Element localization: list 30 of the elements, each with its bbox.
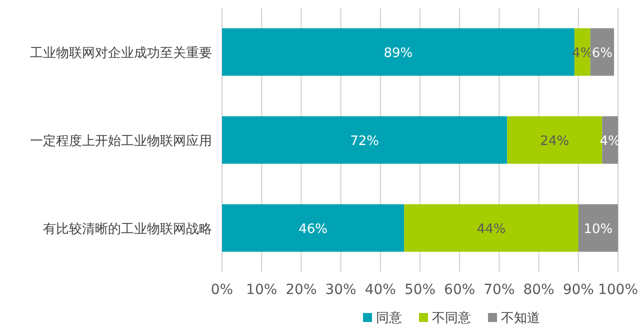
legend-label: 不知道: [501, 311, 540, 326]
data-label: 72%: [350, 134, 380, 149]
y-tick-label: 工业物联网对企业成功至关重要: [30, 46, 212, 61]
legend-label: 同意: [376, 311, 402, 326]
bar: [222, 116, 508, 164]
x-tick-label: 100%: [598, 282, 638, 298]
bar: [222, 28, 574, 76]
bar: [590, 28, 614, 76]
x-tick-label: 60%: [444, 282, 476, 298]
bar: [578, 204, 618, 252]
y-tick-label: 有比较清晰的工业物联网战略: [43, 222, 212, 237]
data-label: 46%: [298, 222, 328, 237]
x-tick-label: 10%: [246, 282, 278, 298]
legend-label: 不同意: [432, 311, 471, 326]
x-tick-label: 50%: [404, 282, 436, 298]
bar: [222, 204, 404, 252]
data-label: 89%: [384, 46, 413, 61]
x-tick-label: 80%: [523, 282, 554, 298]
x-tick-label: 90%: [562, 282, 594, 298]
x-tick-label: 20%: [286, 282, 317, 298]
x-tick-label: 30%: [325, 282, 356, 298]
data-label: 24%: [540, 134, 570, 149]
x-tick-label: 70%: [484, 282, 515, 298]
data-label: 10%: [584, 222, 613, 237]
data-label: 6%: [592, 46, 612, 61]
y-tick-label: 一定程度上开始工业物联网应用: [30, 133, 212, 149]
x-tick-label: 40%: [364, 282, 396, 298]
bar: [404, 204, 578, 252]
data-label: 44%: [476, 222, 506, 237]
x-tick-label: 0%: [210, 282, 234, 298]
